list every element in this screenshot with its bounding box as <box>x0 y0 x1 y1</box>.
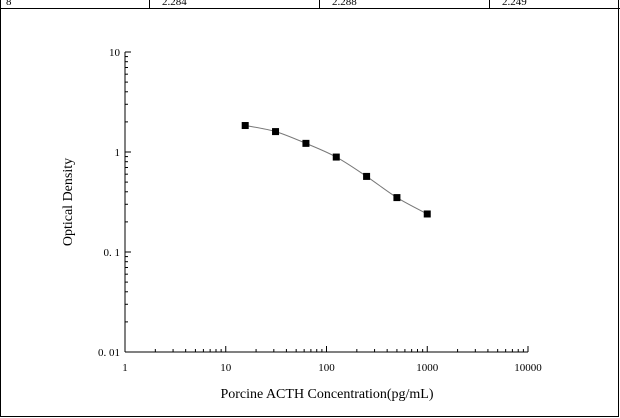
y-axis-label: Optical Density <box>61 158 76 246</box>
tick-labels: 1 10 100 1000 10000 0. 01 0. 1 1 10 <box>98 47 542 374</box>
x-tick-label: 10000 <box>514 362 542 374</box>
table-cell: 2.284 <box>150 0 320 8</box>
table-cell: 8 <box>0 0 150 8</box>
x-tick-label: 1 <box>122 362 128 374</box>
x-tick-label: 1000 <box>416 362 439 374</box>
y-tick-label: 1 <box>115 147 121 159</box>
table-cell: 2.288 <box>320 0 490 8</box>
data-point <box>363 172 371 180</box>
y-tick-label: 0. 1 <box>104 247 121 259</box>
data-point <box>241 122 249 130</box>
data-point <box>393 194 401 202</box>
y-tick-label: 0. 01 <box>98 347 120 359</box>
axes <box>124 52 528 353</box>
data-points <box>241 122 431 218</box>
data-point <box>302 139 310 147</box>
x-axis-label: Porcine ACTH Concentration(pg/mL) <box>220 387 433 402</box>
y-tick-label: 10 <box>109 47 121 59</box>
data-point <box>272 128 280 136</box>
data-point <box>423 210 431 218</box>
ticks <box>124 51 529 353</box>
table-row: 8 2.284 2.288 2.249 <box>0 0 620 9</box>
table-cell: 2.249 <box>502 0 527 8</box>
x-tick-label: 10 <box>220 362 232 374</box>
data-point <box>332 153 340 161</box>
x-tick-label: 100 <box>318 362 335 374</box>
